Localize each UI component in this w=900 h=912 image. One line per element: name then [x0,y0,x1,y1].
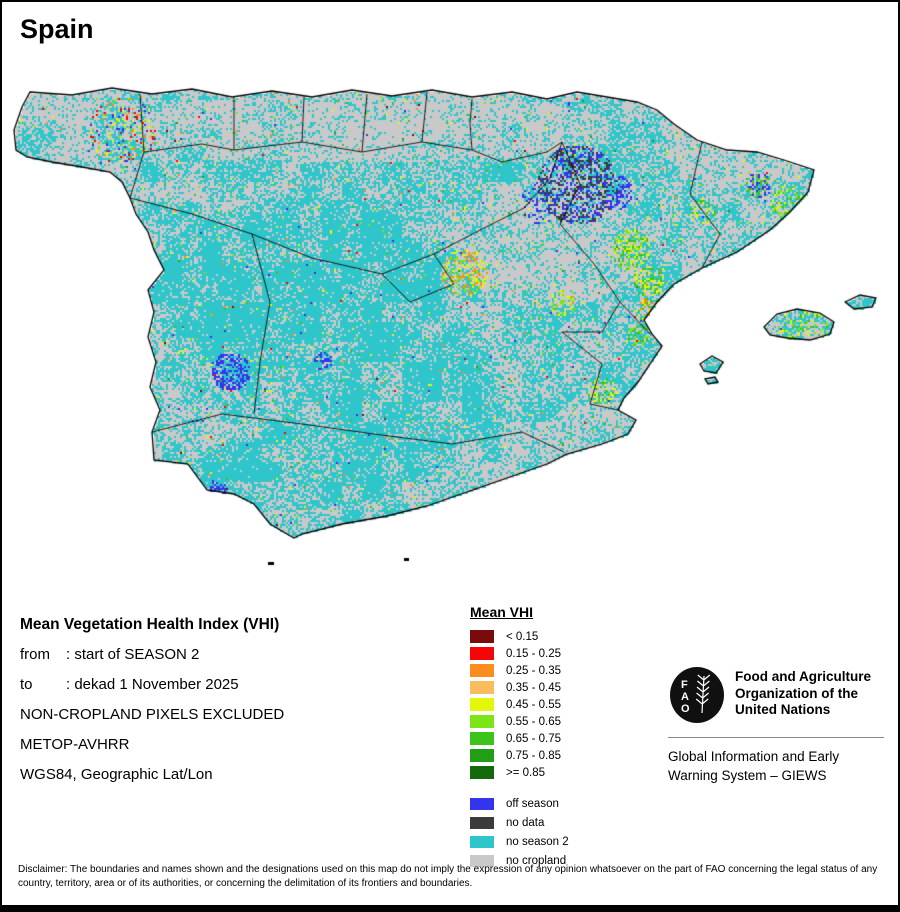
legend-swatch [470,630,494,643]
legend-row: 0.65 - 0.75 [470,730,670,747]
wheat-icon [695,674,711,714]
legend-label: 0.25 - 0.35 [506,664,561,677]
legend-label: no cropland [506,854,567,867]
info-note: METOP-AVHRR [20,736,130,753]
fao-logo-letter: O [681,703,690,715]
legend-row: off season [470,794,670,813]
org-name-line: Organization of the [735,685,858,701]
vhi-map [2,2,898,602]
legend-title: Mean VHI [470,604,534,620]
legend-label: 0.75 - 0.85 [506,749,561,762]
legend-row: no data [470,813,670,832]
org-header: F A O Food and Agriculture Organization … [668,666,884,724]
legend-swatch [470,647,494,660]
info-note: NON-CROPLAND PIXELS EXCLUDED [20,706,285,723]
legend-swatch [470,664,494,677]
legend-label: 0.35 - 0.45 [506,681,561,694]
info-note: WGS84, Geographic Lat/Lon [20,766,213,783]
legend-swatch [470,732,494,745]
legend-swatch [470,681,494,694]
legend-swatch [470,698,494,711]
legend-label: 0.45 - 0.55 [506,698,561,711]
legend-swatch [470,749,494,762]
org-divider [668,737,884,738]
disclaimer-text: Disclaimer: The boundaries and names sho… [18,864,878,889]
org-block: F A O Food and Agriculture Organization … [668,666,884,785]
legend-label: 0.15 - 0.25 [506,647,561,660]
legend-label: no data [506,816,545,829]
legend-row: >= 0.85 [470,764,670,781]
fao-logo-disc [670,667,724,723]
legend-swatch [470,797,494,810]
info-label: to [20,676,33,693]
legend-classes: < 0.15 0.15 - 0.25 0.25 - 0.35 0.35 - 0.45 0… [470,628,670,781]
legend-label: >= 0.85 [506,766,546,779]
map-legend: Mean VHI < 0.15 0.15 - 0.25 0.25 - 0.35 0.3… [470,604,670,870]
info-value: : start of SEASON 2 [66,646,200,663]
org-name: Food and Agriculture Organization of the… [735,666,871,719]
legend-label: 0.65 - 0.75 [506,732,561,745]
legend-row: 0.35 - 0.45 [470,679,670,696]
fao-logo-letter: F [681,679,688,691]
legend-swatch [470,816,494,829]
legend-swatch [470,766,494,779]
org-subtitle: Global Information and Early Warning Sys… [668,747,884,785]
legend-label: < 0.15 [506,630,539,643]
legend-row: no cropland [470,851,670,870]
legend-row: 0.25 - 0.35 [470,662,670,679]
org-subtitle-line: Warning System – GIEWS [668,768,827,783]
legend-row: no season 2 [470,832,670,851]
page-title: Spain [20,14,94,44]
legend-swatch [470,854,494,867]
legend-swatch [470,835,494,848]
legend-row: < 0.15 [470,628,670,645]
fao-logo-letter: A [681,691,689,703]
legend-label: off season [506,797,559,810]
org-subtitle-line: Global Information and Early [668,749,840,764]
map-info-block: Mean Vegetation Health Index (VHI) from … [20,610,460,790]
org-name-line: Food and Agriculture [735,669,871,684]
legend-label: 0.55 - 0.65 [506,715,561,728]
legend-swatch [470,715,494,728]
info-value: : dekad 1 November 2025 [66,676,239,693]
legend-row: 0.15 - 0.25 [470,645,670,662]
info-row-to: to : dekad 1 November 2025 [20,670,460,700]
legend-row: 0.75 - 0.85 [470,747,670,764]
info-label: from [20,646,50,663]
legend-row: 0.45 - 0.55 [470,696,670,713]
legend-row: 0.55 - 0.65 [470,713,670,730]
fao-logo: F A O [670,667,724,723]
info-row-from: from : start of SEASON 2 [20,640,460,670]
info-heading: Mean Vegetation Health Index (VHI) [20,616,280,633]
org-name-line: United Nations [735,702,831,717]
legend-label: no season 2 [506,835,569,848]
legend-extra: off season no data no season 2 no cropland [470,794,670,870]
